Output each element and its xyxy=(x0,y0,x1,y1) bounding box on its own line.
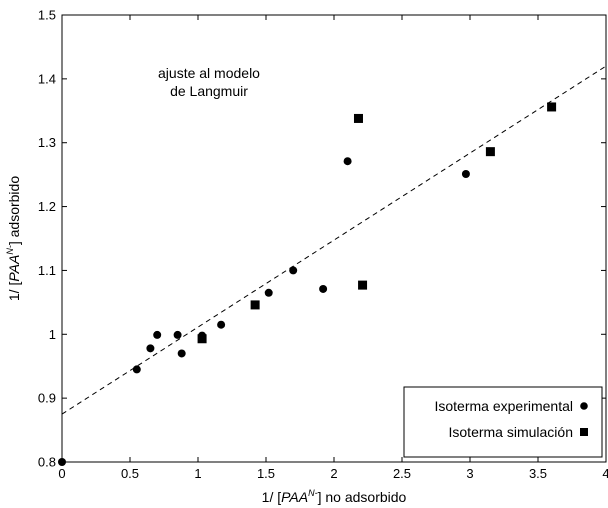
x-axis-label-suffix: ] no adsorbido xyxy=(318,489,407,505)
point-simulacion xyxy=(485,147,495,157)
x-tick-label: 0 xyxy=(58,466,65,481)
point-experimental xyxy=(153,330,162,339)
point-experimental xyxy=(146,344,155,353)
y-tick-label: 0.8 xyxy=(38,455,56,470)
legend-box xyxy=(403,386,603,458)
point-simulacion xyxy=(250,300,260,310)
x-tick-label: 3 xyxy=(466,466,473,481)
fit-line xyxy=(61,65,607,415)
x-axis-label-main: PAA xyxy=(281,489,308,505)
y-tick-label: 1.4 xyxy=(38,71,56,86)
point-experimental xyxy=(319,284,328,293)
x-tick-label: 2 xyxy=(330,466,337,481)
point-experimental xyxy=(289,266,298,275)
legend-label-simulacion: Isoterma simulación xyxy=(449,424,574,440)
legend-marker-circle xyxy=(580,402,588,410)
x-axis-label-prefix: 1/ [ xyxy=(262,489,282,505)
x-tick-label: 3.5 xyxy=(529,466,547,481)
x-axis-label-sup: N- xyxy=(308,488,318,498)
point-simulacion xyxy=(353,113,363,123)
point-experimental xyxy=(217,320,226,329)
point-simulacion xyxy=(547,102,557,112)
y-tick-label: 1.1 xyxy=(38,263,56,278)
x-tick-label: 2.5 xyxy=(393,466,411,481)
x-tick-label: 0.5 xyxy=(121,466,139,481)
legend-label-experimental: Isoterma experimental xyxy=(434,398,573,414)
point-simulacion xyxy=(197,334,207,344)
axis-ticks: 0 0.5 1 1.5 2 2.5 3 3.5 4 0.8 0.9 1 1.1 1.2 1.3 1.4 1.5 xyxy=(38,8,608,482)
y-tick-label: 1 xyxy=(49,327,56,342)
x-tick-label: 4 xyxy=(602,466,608,481)
legend-marker-square xyxy=(580,428,588,436)
fit-line-group xyxy=(61,65,607,415)
y-axis-label-suffix: ] adsorbido xyxy=(6,176,22,245)
point-experimental xyxy=(343,157,352,166)
y-axis-label-main: PAA xyxy=(6,255,22,282)
y-tick-label: 0.9 xyxy=(38,391,56,406)
annotation-line-1: ajuste al modelo xyxy=(158,65,260,81)
y-axis-label-sup: N- xyxy=(5,245,15,255)
point-experimental xyxy=(132,365,141,374)
point-experimental xyxy=(173,330,182,339)
y-tick-label: 1.3 xyxy=(38,135,56,150)
x-tick-label: 1 xyxy=(194,466,201,481)
data-points xyxy=(58,102,557,466)
x-tick-label: 1.5 xyxy=(257,466,275,481)
y-tick-label: 1.5 xyxy=(38,8,56,23)
annotation-line-2: de Langmuir xyxy=(170,83,248,99)
point-experimental xyxy=(264,288,273,297)
point-experimental xyxy=(58,458,66,466)
y-axis-label-prefix: 1/ [ xyxy=(6,282,22,302)
y-tick-label: 1.2 xyxy=(38,199,56,214)
point-experimental xyxy=(461,170,470,179)
legend: Isoterma experimental Isoterma simulació… xyxy=(403,386,603,458)
point-simulacion xyxy=(358,280,368,290)
y-axis-label: 1/ [PAAN-] adsorbido xyxy=(5,176,22,301)
x-axis-label: 1/ [PAAN-] no adsorbido xyxy=(262,488,407,505)
point-experimental xyxy=(177,349,186,358)
